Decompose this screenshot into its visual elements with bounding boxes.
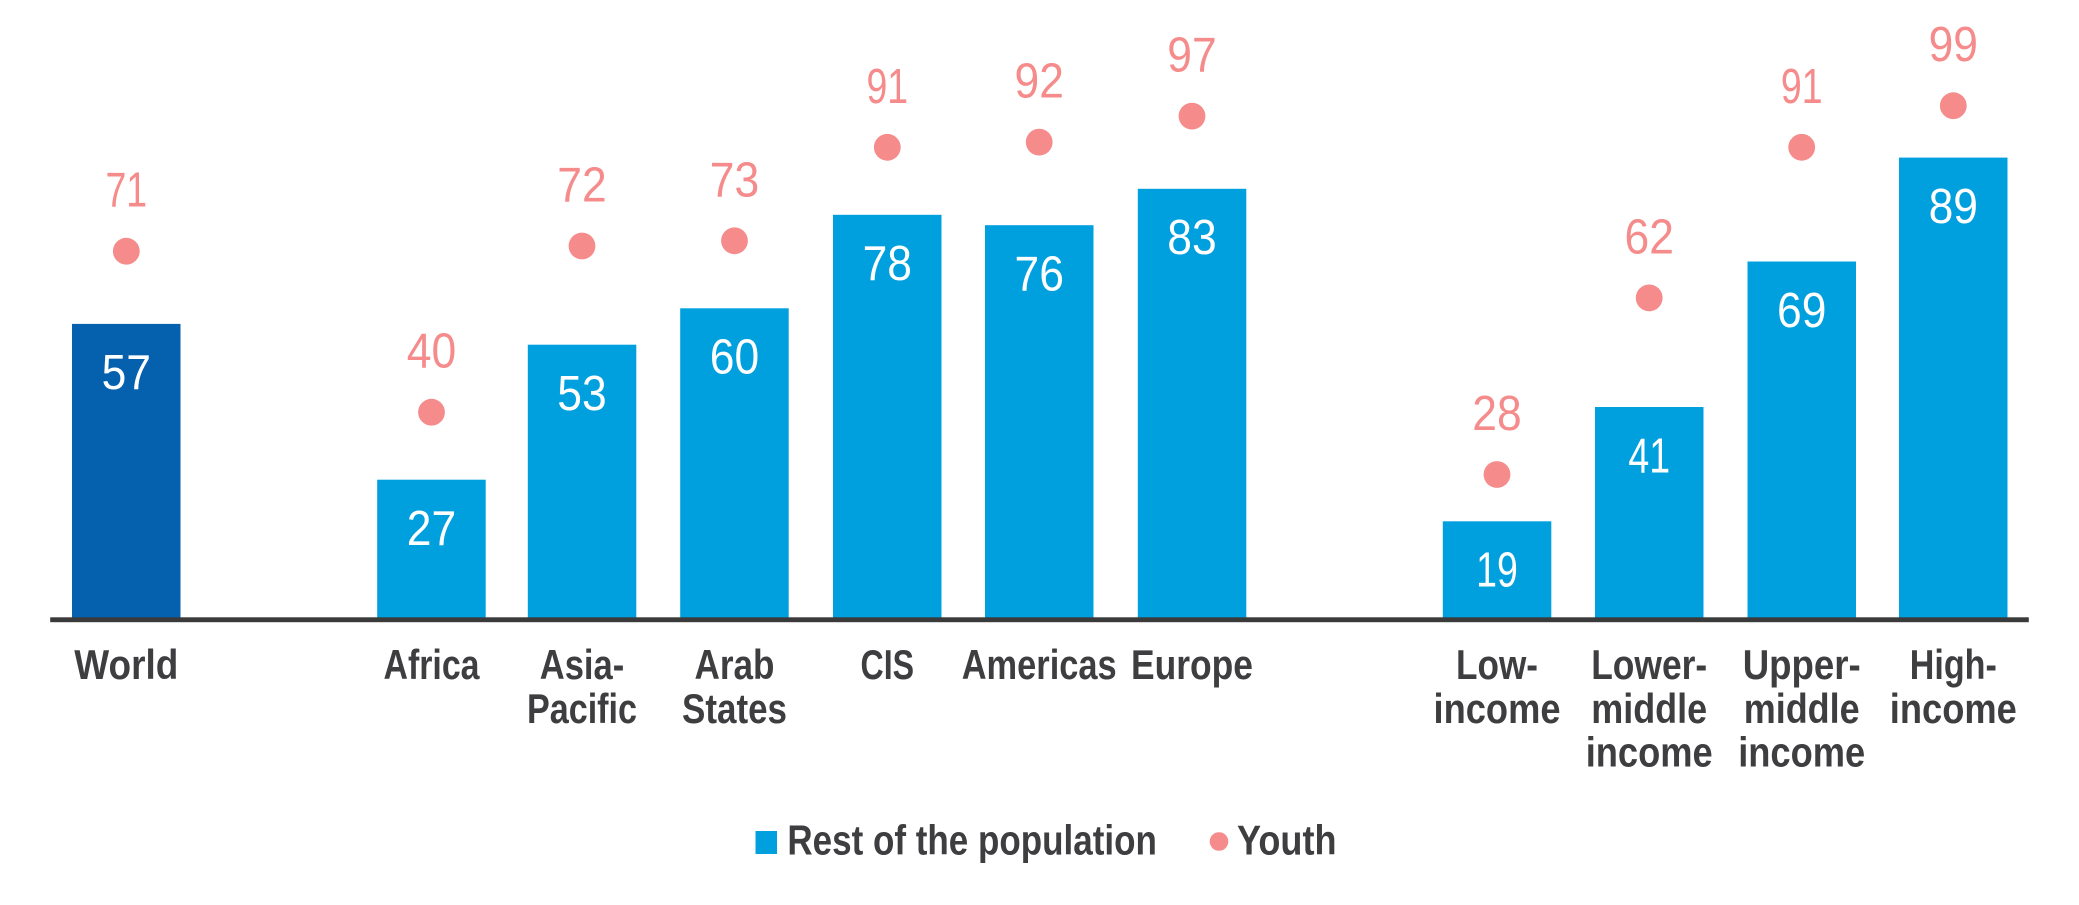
svg-text:States: States [682, 685, 787, 732]
svg-text:76: 76 [1015, 248, 1064, 302]
svg-text:83: 83 [1167, 211, 1216, 265]
svg-text:Lower-: Lower- [1591, 641, 1707, 688]
svg-text:World: World [74, 641, 178, 688]
svg-text:Youth: Youth [1237, 816, 1337, 863]
svg-text:Americas: Americas [962, 641, 1117, 688]
svg-text:78: 78 [863, 237, 912, 291]
svg-text:62: 62 [1625, 210, 1674, 264]
svg-text:91: 91 [866, 60, 908, 114]
svg-text:19: 19 [1476, 544, 1518, 598]
svg-text:middle: middle [1744, 685, 1860, 732]
svg-text:Arab: Arab [695, 641, 775, 688]
svg-text:income: income [1738, 728, 1865, 775]
svg-text:53: 53 [557, 367, 606, 421]
svg-text:High-: High- [1910, 641, 1997, 688]
svg-text:27: 27 [407, 502, 456, 556]
svg-text:CIS: CIS [861, 641, 915, 688]
svg-text:97: 97 [1167, 29, 1216, 83]
svg-text:Asia-: Asia- [540, 641, 625, 688]
svg-text:92: 92 [1015, 55, 1064, 109]
svg-text:Africa: Africa [384, 641, 481, 688]
svg-text:Europe: Europe [1131, 641, 1253, 688]
svg-text:40: 40 [407, 325, 456, 379]
svg-text:middle: middle [1591, 685, 1707, 732]
svg-text:Low-: Low- [1456, 641, 1538, 688]
svg-text:income: income [1586, 728, 1713, 775]
svg-text:41: 41 [1628, 429, 1670, 483]
svg-text:Pacific: Pacific [527, 685, 637, 732]
svg-text:income: income [1434, 685, 1561, 732]
svg-text:72: 72 [557, 159, 606, 213]
svg-text:89: 89 [1929, 180, 1978, 234]
svg-text:income: income [1890, 685, 2017, 732]
svg-text:57: 57 [102, 346, 151, 400]
svg-text:28: 28 [1472, 387, 1521, 441]
svg-text:73: 73 [710, 153, 759, 207]
svg-text:69: 69 [1777, 284, 1826, 338]
svg-text:Upper-: Upper- [1743, 641, 1861, 688]
svg-text:71: 71 [105, 164, 147, 218]
svg-text:91: 91 [1781, 60, 1823, 114]
svg-text:60: 60 [710, 331, 759, 385]
svg-text:99: 99 [1929, 18, 1978, 72]
svg-text:Rest of the population: Rest of the population [787, 816, 1157, 863]
